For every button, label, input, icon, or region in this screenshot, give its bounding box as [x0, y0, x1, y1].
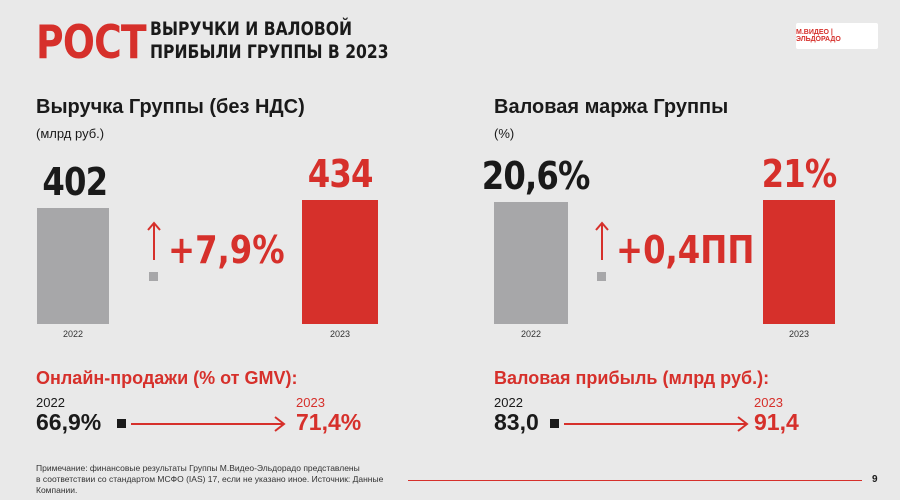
chart1-value-label-2022: 402 [42, 160, 108, 204]
chart2-value-label-2022: 20,6% [481, 154, 591, 198]
chart2-category-2022: 2022 [520, 329, 542, 339]
kpi-gross-profit-year-to: 2023 [754, 395, 783, 410]
chart1-category-2023: 2023 [329, 329, 351, 339]
page-title-sub-line1: ВЫРУЧКИ И ВАЛОВОЙ [150, 18, 352, 40]
chart1-bar-2022 [37, 208, 109, 324]
footnote-line1: Примечание: финансовые результаты Группы… [36, 463, 360, 473]
kpi-online-year-to: 2023 [296, 395, 325, 410]
company-logo: М.ВИДЕО | ЭЛЬДОРАДО [796, 23, 878, 49]
kpi-gross-profit-title: Валовая прибыль (млрд руб.): [494, 368, 770, 388]
kpi-gross-profit-year-from: 2022 [494, 395, 523, 410]
footnote: Примечание: финансовые результаты Группы… [36, 463, 416, 496]
kpi-online-value-from: 66,9% [36, 409, 102, 435]
chart1-title: Выручка Группы (без НДС) [36, 96, 305, 118]
kpi-gross-profit-value-from: 83,0 [494, 409, 539, 435]
chart1-value-label-2023: 434 [307, 152, 374, 196]
kpi-online-year-from: 2022 [36, 395, 65, 410]
kpi-online-value-to: 71,4% [296, 409, 362, 435]
chart2-title: Валовая маржа Группы [494, 96, 729, 118]
chart1-delta: +7,9% [168, 228, 285, 272]
page-title-main: РОСТ [36, 15, 147, 69]
chart1-subtitle: (млрд руб.) [36, 126, 105, 141]
chart2: 20,6% 21% 2022 2023 [481, 152, 838, 339]
page-number: 9 [872, 474, 878, 485]
chart2-category-2023: 2023 [788, 329, 810, 339]
page-title-sub: ВЫРУЧКИ И ВАЛОВОЙ ПРИБЫЛИ ГРУППЫ В 2023 [150, 18, 396, 64]
kpi-online-arrow-icon [117, 416, 286, 432]
kpi-gross-profit-arrow-icon [550, 416, 749, 432]
chart1-category-2022: 2022 [62, 329, 84, 339]
chart2-value-label-2023: 21% [761, 152, 838, 196]
chart2-bar-2023 [763, 200, 835, 324]
chart2-up-arrow-icon [595, 221, 609, 281]
chart1-up-arrow-icon [147, 221, 161, 281]
chart1: 402 434 2022 2023 [0, 0, 450, 345]
footer-divider [408, 480, 862, 481]
footnote-line2: в соответствии со стандартом МСФО (IAS) … [36, 474, 384, 495]
kpi-online-title: Онлайн-продажи (% от GMV): [36, 368, 298, 388]
page-title-sub-line2: ПРИБЫЛИ ГРУППЫ В 2023 [150, 41, 389, 63]
chart2-subtitle: (%) [494, 126, 515, 141]
kpi-gross-profit-value-to: 91,4 [754, 409, 799, 435]
chart1-bar-2023 [302, 200, 378, 324]
chart2-bar-2022 [494, 202, 568, 324]
chart2-delta: +0,4ПП [616, 228, 755, 272]
